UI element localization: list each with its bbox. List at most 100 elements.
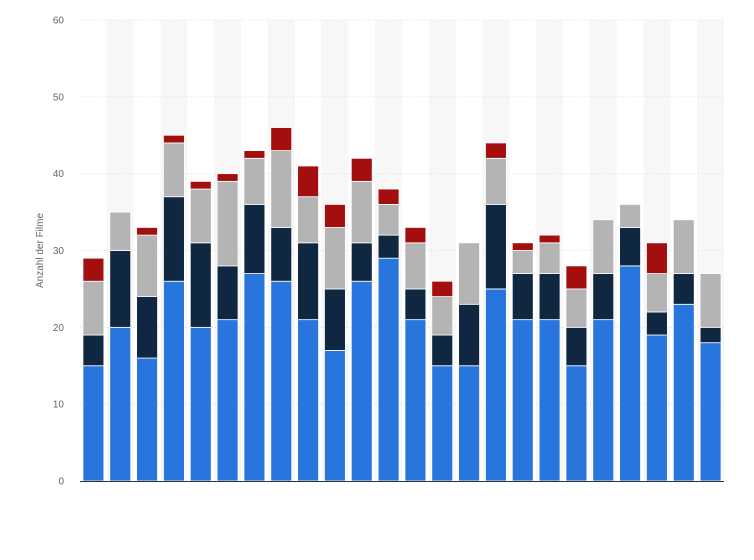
bar-segment-series-3[interactable] — [511, 250, 534, 274]
bar-segment-series-2[interactable] — [511, 273, 534, 321]
bar-segment-series-3[interactable] — [646, 273, 668, 313]
bar-segment-series-4[interactable] — [297, 165, 319, 198]
bar-segment-series-1[interactable] — [216, 319, 239, 482]
bar-segment-series-2[interactable] — [324, 288, 346, 351]
bar-segment-series-1[interactable] — [619, 265, 641, 482]
bar-segment-series-1[interactable] — [243, 273, 266, 482]
bar-segment-series-4[interactable] — [511, 242, 534, 251]
y-tick-label: 10 — [53, 400, 65, 411]
bar-segment-series-2[interactable] — [377, 234, 400, 259]
bar-segment-series-2[interactable] — [565, 326, 588, 367]
bar-segment-series-2[interactable] — [82, 334, 105, 367]
bar-segment-series-3[interactable] — [82, 280, 105, 336]
bar-segment-series-1[interactable] — [189, 326, 212, 482]
bar-segment-series-1[interactable] — [270, 280, 293, 482]
bar-segment-series-2[interactable] — [297, 242, 319, 321]
bar-segment-series-3[interactable] — [672, 219, 695, 274]
bar-segment-series-1[interactable] — [404, 319, 427, 482]
bar-segment-series-1[interactable] — [458, 365, 480, 482]
bar-segment-series-2[interactable] — [243, 203, 266, 274]
bar-segment-series-2[interactable] — [485, 203, 507, 290]
bar-segment-series-1[interactable] — [592, 319, 615, 482]
bar-segment-series-1[interactable] — [109, 326, 132, 482]
bar-segment-series-4[interactable] — [163, 134, 185, 144]
bar-segment-series-3[interactable] — [485, 157, 507, 205]
gridlines — [80, 19, 724, 405]
bar-segment-series-2[interactable] — [163, 196, 185, 282]
bar-segment-series-4[interactable] — [270, 127, 293, 152]
bar-segment-series-2[interactable] — [458, 303, 480, 367]
bar-segment-series-3[interactable] — [324, 227, 346, 290]
bar-segment-series-4[interactable] — [136, 227, 158, 236]
bar-segment-series-3[interactable] — [136, 234, 158, 297]
bar-segment-series-4[interactable] — [646, 242, 668, 274]
bar-segment-series-2[interactable] — [270, 227, 293, 282]
bar-segment-series-2[interactable] — [404, 288, 427, 321]
bar-segment-series-3[interactable] — [404, 242, 427, 290]
bar-segment-series-3[interactable] — [189, 188, 212, 244]
bar-segment-series-1[interactable] — [538, 319, 561, 482]
bar-segment-series-1[interactable] — [511, 319, 534, 482]
bar-segment-series-2[interactable] — [672, 273, 695, 305]
bar-segment-series-4[interactable] — [82, 257, 105, 282]
bar-segment-series-3[interactable] — [243, 157, 266, 205]
bar-segment-series-3[interactable] — [565, 288, 588, 328]
y-tick-label: 0 — [58, 477, 64, 488]
bar-segment-series-3[interactable] — [297, 196, 319, 244]
bar-segment-series-3[interactable] — [699, 273, 722, 328]
bar-segment-series-1[interactable] — [565, 365, 588, 482]
bar-segment-series-2[interactable] — [136, 296, 158, 359]
bar-segment-series-4[interactable] — [538, 234, 561, 244]
y-tick-label: 30 — [53, 246, 65, 257]
bar-segment-series-3[interactable] — [163, 142, 185, 198]
bar-segment-series-1[interactable] — [431, 365, 454, 482]
bar-segment-series-1[interactable] — [136, 357, 158, 482]
bar-segment-series-3[interactable] — [109, 211, 132, 251]
bar-segment-series-3[interactable] — [350, 180, 373, 244]
bar-segment-series-2[interactable] — [538, 273, 561, 321]
bar-segment-series-3[interactable] — [538, 242, 561, 274]
bar-segment-series-2[interactable] — [350, 242, 373, 282]
bar-segment-series-3[interactable] — [270, 150, 293, 228]
bar-segment-series-3[interactable] — [458, 242, 480, 305]
bar-segment-series-1[interactable] — [485, 288, 507, 482]
bar-segment-series-4[interactable] — [431, 280, 454, 298]
bar-segment-series-3[interactable] — [216, 180, 239, 267]
bar-segment-series-2[interactable] — [431, 334, 454, 367]
bar-segment-series-2[interactable] — [619, 227, 641, 267]
bar-segment-series-4[interactable] — [324, 203, 346, 228]
bar-segment-series-4[interactable] — [485, 142, 507, 159]
bar-segment-series-1[interactable] — [377, 257, 400, 482]
bar-segment-series-3[interactable] — [377, 203, 400, 236]
bar-segment-series-2[interactable] — [216, 265, 239, 321]
bar-segment-series-3[interactable] — [592, 219, 615, 274]
bar-segment-series-3[interactable] — [619, 203, 641, 228]
bar-segment-series-1[interactable] — [297, 319, 319, 482]
bar-segment-series-2[interactable] — [592, 273, 615, 321]
bar-segment-series-1[interactable] — [699, 342, 722, 482]
bar-segment-series-4[interactable] — [189, 180, 212, 190]
bar-segment-series-4[interactable] — [404, 227, 427, 244]
y-tick-label: 40 — [53, 169, 65, 180]
bar-segment-series-3[interactable] — [431, 296, 454, 336]
bar-segment-series-4[interactable] — [565, 265, 588, 290]
bar-segment-series-4[interactable] — [243, 150, 266, 159]
bar-segment-series-1[interactable] — [646, 334, 668, 482]
bar-segment-series-4[interactable] — [216, 173, 239, 182]
bar-segment-series-1[interactable] — [82, 365, 105, 482]
bar-segment-series-1[interactable] — [672, 303, 695, 482]
bar-segment-series-2[interactable] — [189, 242, 212, 328]
bar-segment-series-1[interactable] — [163, 280, 185, 482]
bars — [82, 127, 722, 482]
bar-segment-series-2[interactable] — [109, 250, 132, 328]
bar-segment-series-1[interactable] — [350, 280, 373, 482]
bar-segment-series-1[interactable] — [324, 349, 346, 482]
bar-segment-series-2[interactable] — [646, 311, 668, 336]
y-tick-label: 60 — [53, 16, 65, 27]
y-axis-label: Anzahl der Filme — [35, 213, 46, 288]
bar-segment-series-4[interactable] — [350, 157, 373, 182]
y-axis-ticks: 0 10 20 30 40 50 60 — [53, 16, 65, 488]
bar-segment-series-4[interactable] — [377, 188, 400, 205]
bar-segment-series-2[interactable] — [699, 326, 722, 344]
